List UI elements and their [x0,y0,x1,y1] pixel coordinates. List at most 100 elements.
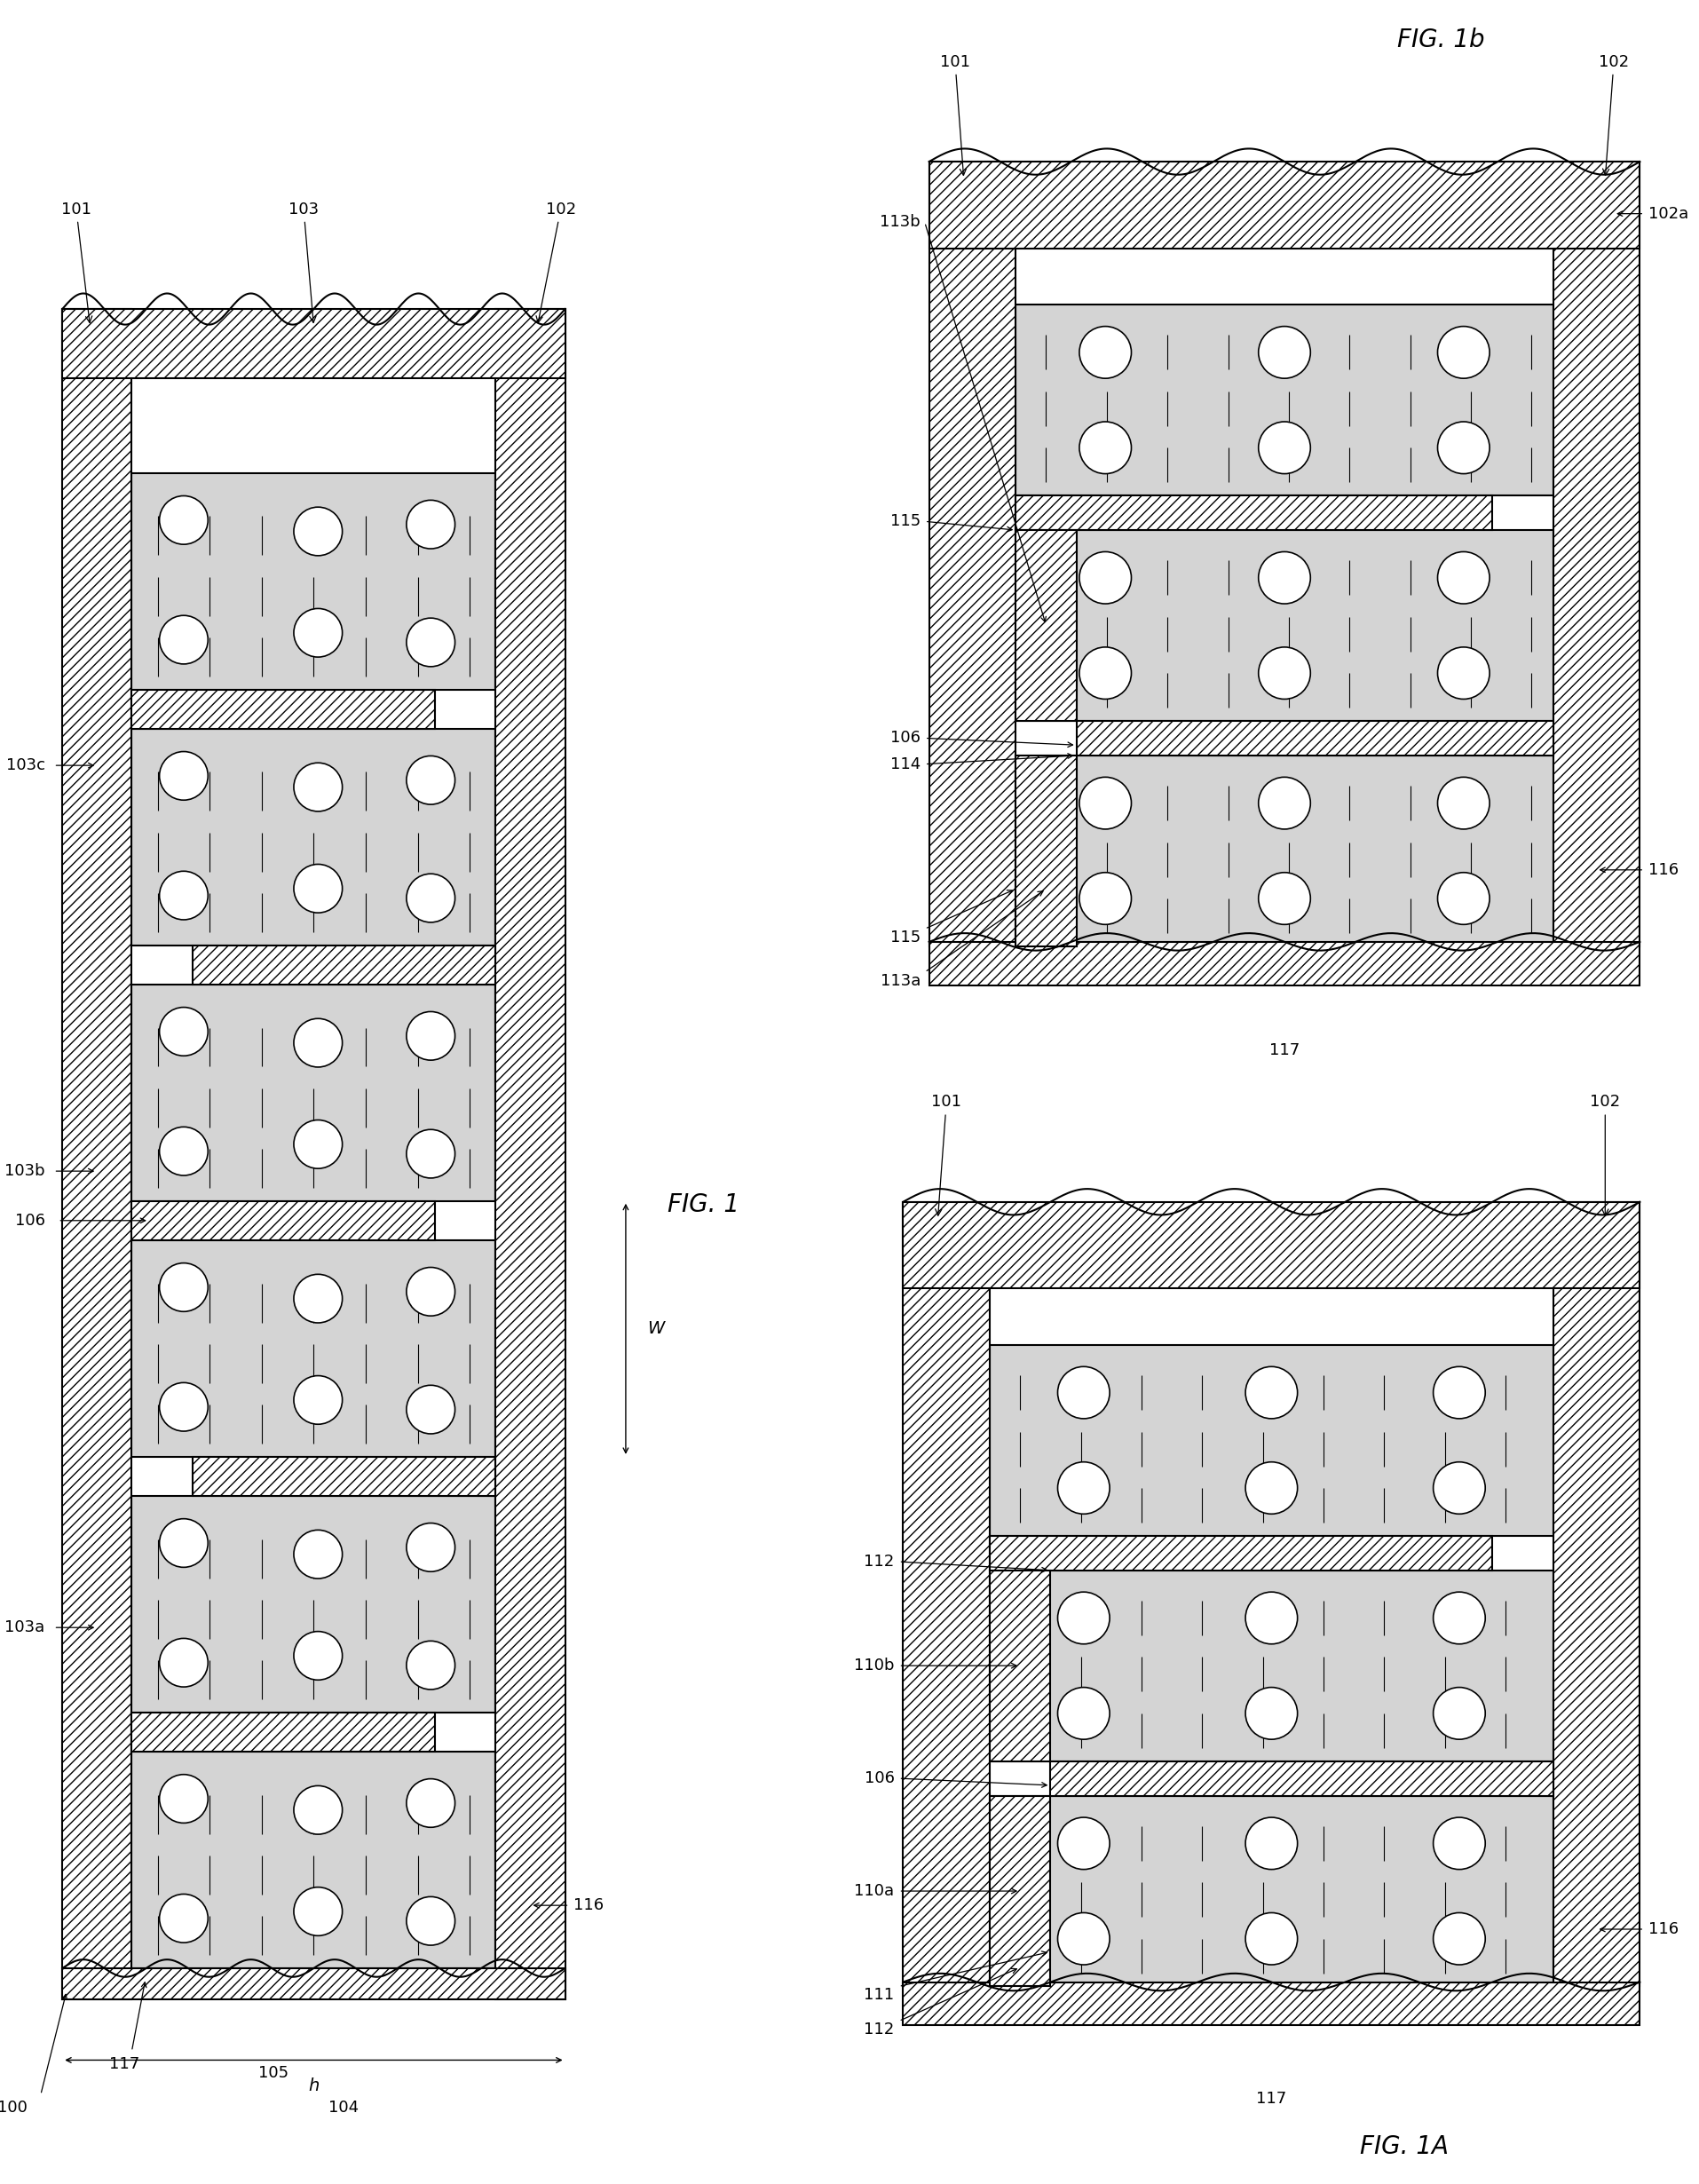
Text: 103c: 103c [7,758,44,773]
Circle shape [1434,1817,1485,1870]
Circle shape [160,616,207,664]
Text: 103b: 103b [5,1164,44,1179]
Text: 101: 101 [940,55,970,175]
Text: 101: 101 [61,201,92,323]
Circle shape [1437,646,1490,699]
Circle shape [1079,646,1132,699]
Bar [1050,1760,1553,1795]
Text: 111: 111 [865,1987,894,2003]
Bar [1553,1201,1640,1987]
Text: 106: 106 [890,729,921,747]
Circle shape [1058,1817,1109,1870]
Circle shape [160,751,207,799]
Circle shape [1058,1367,1109,1420]
Circle shape [406,1129,455,1177]
Circle shape [406,1522,455,1572]
Circle shape [1437,553,1490,603]
Circle shape [1437,871,1490,924]
Bar [1016,496,1492,531]
Text: 110a: 110a [855,1883,894,1900]
Circle shape [1437,325,1490,378]
Circle shape [160,1518,207,1568]
Text: 100: 100 [0,2099,27,2116]
Circle shape [406,500,455,548]
Bar [991,1535,1492,1570]
Circle shape [1245,1817,1298,1870]
Bar [1553,162,1640,946]
Text: 116: 116 [1648,863,1679,878]
Text: 117: 117 [1256,2090,1286,2108]
Circle shape [294,507,341,555]
Circle shape [160,496,207,544]
Text: 114: 114 [890,756,921,773]
Circle shape [160,1127,207,1175]
Text: 102: 102 [1590,1094,1621,1216]
Circle shape [406,1385,455,1433]
Bar [133,1496,496,1712]
Circle shape [406,1011,455,1059]
Circle shape [1245,1913,1298,1966]
Text: 113b: 113b [880,214,921,229]
Circle shape [406,1896,455,1946]
Bar [991,1570,1050,1760]
Bar [133,1752,496,1968]
Bar [991,1795,1553,1987]
Bar [929,162,1640,249]
Circle shape [1079,553,1132,603]
Circle shape [294,865,341,913]
Circle shape [1245,1461,1298,1514]
Circle shape [406,756,455,804]
Circle shape [1259,325,1310,378]
Bar [904,1983,1640,2025]
Circle shape [1437,422,1490,474]
Text: 102: 102 [537,201,576,323]
Bar [904,1201,991,1987]
Circle shape [406,874,455,922]
Circle shape [160,1262,207,1313]
Text: 115: 115 [890,930,921,946]
Bar [991,1795,1050,1987]
Bar [1077,721,1553,756]
Bar [133,985,496,1201]
Circle shape [1058,1461,1109,1514]
Circle shape [294,1887,341,1935]
Text: 105: 105 [258,2066,289,2081]
Circle shape [1259,646,1310,699]
Bar [192,946,496,985]
Bar [133,1201,435,1241]
Circle shape [406,1640,455,1690]
Circle shape [160,1638,207,1686]
Text: 115: 115 [890,513,921,529]
Text: 106: 106 [865,1771,894,1787]
Circle shape [294,1787,341,1835]
Circle shape [1259,553,1310,603]
Text: 116: 116 [1648,1922,1679,1937]
Circle shape [1058,1688,1109,1738]
Bar [63,308,566,378]
Circle shape [1079,778,1132,830]
Circle shape [294,1273,341,1324]
Text: 113a: 113a [880,972,921,989]
Circle shape [294,609,341,657]
Text: h: h [308,2077,319,2094]
Text: 102: 102 [1599,55,1629,175]
Bar [929,941,1640,985]
Circle shape [1245,1592,1298,1645]
Text: 110b: 110b [855,1658,894,1673]
Bar [929,162,1016,946]
Circle shape [1259,422,1310,474]
Text: 103a: 103a [5,1621,44,1636]
Circle shape [160,1382,207,1431]
Text: 104: 104 [328,2099,358,2116]
Text: 117: 117 [109,2057,139,2073]
Circle shape [160,1773,207,1824]
Circle shape [294,1376,341,1424]
Circle shape [1079,325,1132,378]
Bar [1016,756,1077,946]
Circle shape [1434,1913,1485,1966]
Bar [63,308,133,1998]
Text: 112: 112 [865,1553,894,1570]
Circle shape [1245,1688,1298,1738]
Bar [1016,531,1077,721]
Text: FIG. 1A: FIG. 1A [1359,2134,1449,2160]
